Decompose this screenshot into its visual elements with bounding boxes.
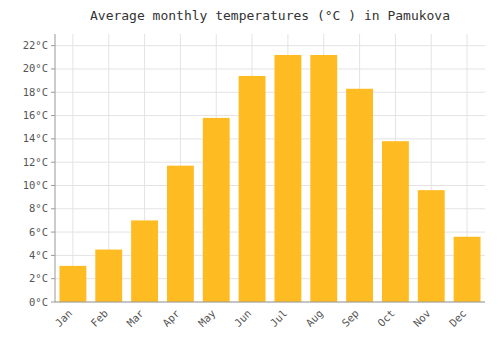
bar (131, 220, 158, 302)
y-axis-line (55, 34, 56, 302)
y-tick (51, 232, 55, 233)
x-tick-label: Apr (160, 307, 182, 329)
y-tick-label: 20°C (23, 62, 48, 74)
y-tick-label: 10°C (23, 179, 48, 191)
y-tick-label: 16°C (23, 109, 48, 121)
x-tick-label: Jun (232, 307, 254, 329)
y-tick (51, 208, 55, 209)
y-tick (51, 138, 55, 139)
bar (239, 76, 266, 302)
y-tick-label: 14°C (23, 132, 48, 144)
title: Average monthly temperatures (°C ) in Pa… (90, 8, 450, 23)
y-tick (51, 302, 55, 303)
bar (454, 237, 481, 302)
grid-line (55, 45, 485, 46)
x-tick-label: Sep (339, 307, 361, 329)
bar (346, 89, 373, 302)
x-tick-label: Oct (375, 307, 397, 329)
bar (59, 266, 86, 302)
bar (418, 190, 445, 302)
y-tick (51, 68, 55, 69)
grid-line (55, 162, 485, 163)
x-tick-label: Feb (88, 307, 110, 329)
y-tick-label: 8°C (29, 202, 48, 214)
y-tick-label: 12°C (23, 156, 48, 168)
x-tick-label: Mar (124, 307, 146, 329)
x-tick-label: Jul (267, 307, 289, 329)
bar (382, 141, 409, 302)
chart: Average monthly temperatures (°C ) in Pa… (0, 0, 500, 350)
y-tick-label: 22°C (23, 39, 48, 51)
y-tick (51, 278, 55, 279)
y-tick (51, 162, 55, 163)
x-tick-label: Aug (303, 307, 325, 329)
bar (95, 250, 122, 302)
x-tick-label: Jan (52, 307, 74, 329)
bar (274, 55, 301, 302)
y-tick-label: 18°C (23, 86, 48, 98)
x-tick-label: Dec (447, 307, 469, 329)
grid-line (55, 302, 485, 303)
bar (203, 118, 230, 302)
y-tick-label: 4°C (29, 249, 48, 261)
grid (55, 34, 485, 302)
y-tick (51, 115, 55, 116)
x-axis-line (55, 302, 485, 303)
grid-line (55, 68, 485, 69)
y-tick-label: 0°C (29, 296, 48, 308)
grid-line (55, 138, 485, 139)
grid-line (72, 34, 73, 302)
bar (310, 55, 337, 302)
bars (59, 55, 480, 302)
y-tick (51, 92, 55, 93)
y-tick (51, 255, 55, 256)
x-tick-label: May (196, 307, 218, 329)
x-tick-label: Nov (411, 307, 433, 329)
y-tick (51, 45, 55, 46)
y-tick-label: 2°C (29, 272, 48, 284)
grid-line (55, 92, 485, 93)
grid-line (55, 185, 485, 186)
y-tick (51, 185, 55, 186)
bar (167, 166, 194, 302)
grid-line (55, 115, 485, 116)
y-tick-label: 6°C (29, 226, 48, 238)
